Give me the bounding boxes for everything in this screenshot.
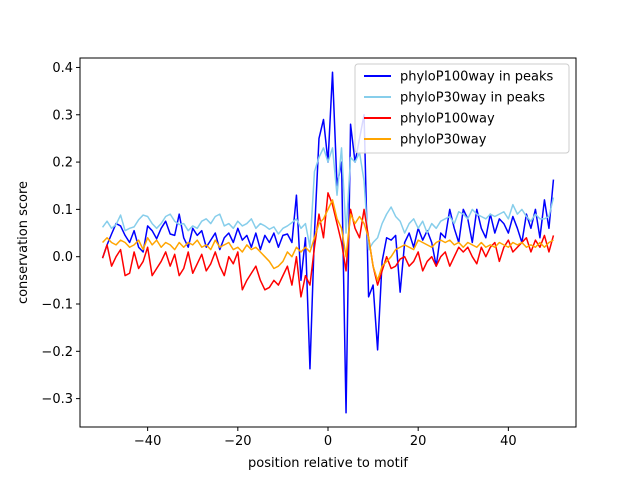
legend-label: phyloP30way [400,133,487,148]
y-tick-label: 0.0 [52,250,73,265]
series-line-3 [102,199,554,282]
legend: phyloP100way in peaks phyloP30way in peak… [354,63,570,154]
y-tick-label: 0.3 [52,108,73,123]
y-axis-label: conservation score [16,181,31,304]
x-tick-label: 20 [410,434,427,449]
x-tick-label: −40 [134,434,161,449]
x-tick-label: 40 [500,434,517,449]
series-line-2 [101,192,555,298]
x-tick-label: 0 [324,434,332,449]
series-line-1 [101,147,555,251]
series-layer [101,71,555,414]
y-tick-label: 0.1 [52,203,73,218]
y-tick-label: −0.3 [41,392,73,407]
x-tick-label: −20 [224,434,251,449]
y-tick-label: 0.4 [52,61,73,76]
y-tick-label: −0.2 [41,345,73,360]
x-axis-label: position relative to motif [248,456,408,471]
y-tick-label: −0.1 [41,298,73,313]
legend-label: phyloP100way in peaks [400,70,554,85]
legend-box [354,63,570,154]
legend-label: phyloP30way in peaks [400,91,545,106]
legend-label: phyloP100way [400,112,495,127]
y-tick-label: 0.2 [52,156,73,171]
y-axis: −0.3 −0.2 −0.1 0.0 0.1 0.2 0.3 0.4 [41,61,80,407]
x-axis: −40 −20 0 20 40 [134,427,517,449]
